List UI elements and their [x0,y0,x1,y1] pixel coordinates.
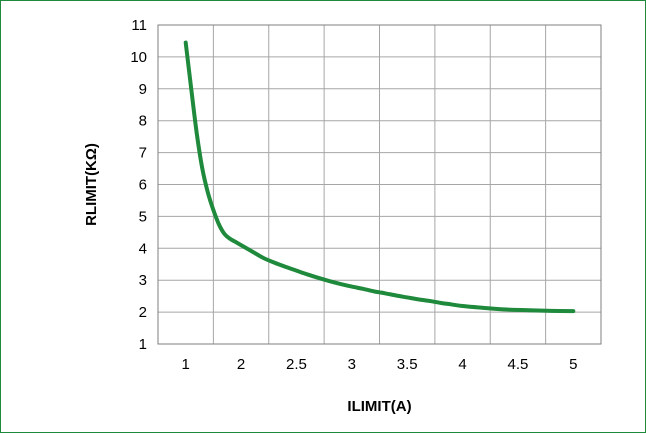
x-tick-label: 4 [458,356,466,373]
plot-border [157,24,602,345]
x-tick-label: 2 [237,356,245,373]
y-tick-label: 7 [139,145,147,162]
y-tick-label: 2 [139,304,147,321]
grid [157,24,602,345]
x-tick-label: 4.5 [508,356,529,373]
y-tick-label: 1 [139,336,147,353]
series-line [183,40,576,314]
y-tick-label: 4 [139,240,147,257]
y-tick-label: 8 [139,113,147,130]
x-tick-label: 2.5 [286,356,307,373]
x-tick-label: 3.5 [397,356,418,373]
y-tick-label: 11 [131,17,147,34]
x-tick-label: 1 [182,356,190,373]
y-tick-label: 6 [139,177,147,194]
series-lines [183,40,576,314]
y-tick-label: 3 [139,272,147,289]
x-tick-label: 5 [569,356,577,373]
y-tick-label: 5 [139,208,147,225]
y-tick-labels: 1 2 3 4 5 6 7 8 9 10 11 [130,17,147,353]
y-axis-title: RLIMIT(KΩ) [83,143,100,226]
x-tick-label: 3 [348,356,356,373]
x-tick-labels: 1 2 2.5 3 3.5 4 4.5 5 [182,356,578,373]
y-tick-label: 10 [130,49,147,66]
y-tick-label: 9 [139,81,147,98]
x-axis-title: ILIMIT(A) [347,398,411,415]
